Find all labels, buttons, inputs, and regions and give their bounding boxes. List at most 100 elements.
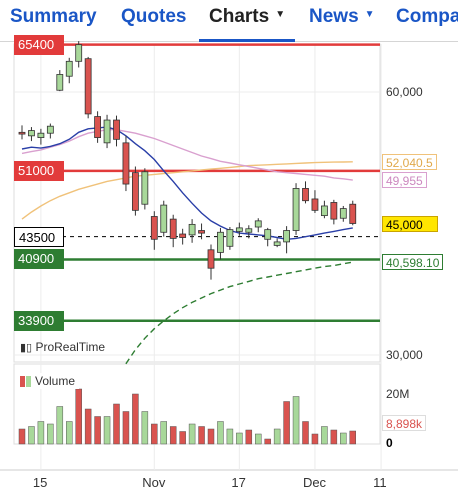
- volume-bar: [179, 431, 186, 445]
- volume-bar: [56, 406, 64, 445]
- volume-bars-icon: [20, 376, 25, 388]
- volume-bar: [151, 423, 158, 445]
- volume-bar: [122, 411, 130, 445]
- price-badge: 49,955: [382, 172, 427, 189]
- y-axis-tick: 30,000: [386, 348, 423, 362]
- candlestick-icon: ▮▯: [20, 342, 33, 354]
- candle-body: [254, 220, 262, 228]
- volume-bar: [132, 393, 139, 445]
- volume-bar: [113, 403, 120, 445]
- volume-bar: [264, 438, 271, 445]
- candle-body: [207, 249, 215, 269]
- price-badge: 45,000: [382, 215, 438, 232]
- volume-bar: [141, 411, 149, 445]
- candle-body: [188, 223, 196, 236]
- candle-body: [302, 188, 309, 202]
- volume-bars-icon-2: [26, 376, 31, 388]
- tab-news[interactable]: News ▼: [309, 6, 375, 28]
- ma-orange-line: [21, 161, 353, 220]
- volume-bar: [330, 429, 338, 445]
- candle-body: [141, 171, 149, 205]
- volume-bar: [292, 396, 300, 445]
- candle-body: [169, 218, 177, 239]
- candle-body: [122, 142, 130, 185]
- candle-body: [330, 202, 338, 220]
- x-axis-label: Dec: [302, 475, 327, 490]
- candle-body: [311, 198, 319, 211]
- price-legend: ▮▯ ProRealTime: [20, 340, 106, 354]
- candle-body: [56, 74, 64, 91]
- candle-body: [283, 230, 291, 243]
- y-axis-tick: 60,000: [386, 85, 423, 99]
- candle-body: [103, 119, 111, 144]
- price-badge: 52,040.5: [382, 153, 437, 170]
- volume-legend: Volume: [20, 373, 80, 389]
- volume-bar: [311, 433, 319, 445]
- volume-bar: [321, 426, 328, 445]
- candle-body: [226, 229, 234, 247]
- candle-body: [198, 230, 205, 234]
- candle-body: [160, 204, 168, 233]
- candle-body: [18, 131, 26, 135]
- volume-bar: [66, 421, 73, 445]
- candle-body: [46, 125, 54, 134]
- level-label-51000: 51000: [14, 160, 64, 181]
- volume-bar: [236, 432, 243, 445]
- ma-green-dashed-line: [125, 261, 353, 365]
- price-badge: 40,598.10: [382, 254, 444, 271]
- candle-body: [264, 229, 272, 240]
- candle-body: [273, 241, 281, 246]
- candle-body: [37, 132, 45, 138]
- volume-bar: [47, 423, 54, 445]
- tab-quotes[interactable]: Quotes: [121, 6, 187, 27]
- candle-body: [113, 119, 120, 140]
- volume-badge: 8,898k: [382, 415, 427, 431]
- chevron-down-icon: ▼: [275, 9, 286, 20]
- candle-body: [65, 60, 73, 77]
- level-label-33900: 33900: [14, 310, 64, 331]
- volume-bar: [273, 428, 281, 445]
- candle-body: [320, 205, 328, 217]
- volume-bar: [84, 408, 92, 445]
- volume-bar: [302, 421, 309, 445]
- candle-body: [245, 228, 253, 233]
- candle-body: [131, 172, 139, 211]
- volume-bar: [188, 423, 196, 445]
- volume-bar: [340, 432, 347, 445]
- volume-bar: [255, 433, 262, 445]
- level-label-40900: 40900: [14, 249, 64, 270]
- price-panel: [13, 43, 381, 363]
- volume-bar: [217, 421, 224, 445]
- candle-body: [179, 233, 187, 238]
- candle-body: [84, 58, 92, 115]
- volume-bar: [37, 421, 45, 445]
- volume-bar: [94, 416, 101, 445]
- volume-bar: [349, 430, 356, 445]
- x-axis-label: 17: [231, 475, 246, 490]
- candle-body: [75, 44, 83, 62]
- candle-body: [235, 227, 243, 232]
- level-label-65400: 65400: [14, 34, 64, 55]
- tab-bar: Summary Quotes Charts ▼ News ▼ Compa: [0, 0, 458, 42]
- volume-bar: [28, 426, 35, 445]
- level-label-43500: 43500: [14, 226, 64, 247]
- ma-pink-line: [21, 128, 353, 181]
- volume-bar: [198, 426, 205, 445]
- candle-body: [94, 116, 101, 138]
- candle-body: [339, 208, 347, 219]
- volume-bar: [207, 428, 215, 445]
- tab-company[interactable]: Compa: [396, 6, 458, 27]
- ma-blue-line: [21, 126, 353, 241]
- volume-tick-20m: 20M: [386, 387, 410, 401]
- candle-body: [292, 188, 300, 231]
- tab-summary[interactable]: Summary: [10, 6, 97, 27]
- tab-charts[interactable]: Charts ▼: [199, 0, 296, 42]
- volume-bar: [160, 421, 167, 445]
- volume-bar: [18, 428, 26, 445]
- candle-body: [349, 203, 357, 224]
- volume-bar: [169, 426, 177, 445]
- candle-body: [28, 130, 35, 137]
- volume-bar: [226, 428, 234, 445]
- x-axis-label: Nov: [142, 475, 166, 490]
- volume-tick-zero: 0: [386, 436, 393, 450]
